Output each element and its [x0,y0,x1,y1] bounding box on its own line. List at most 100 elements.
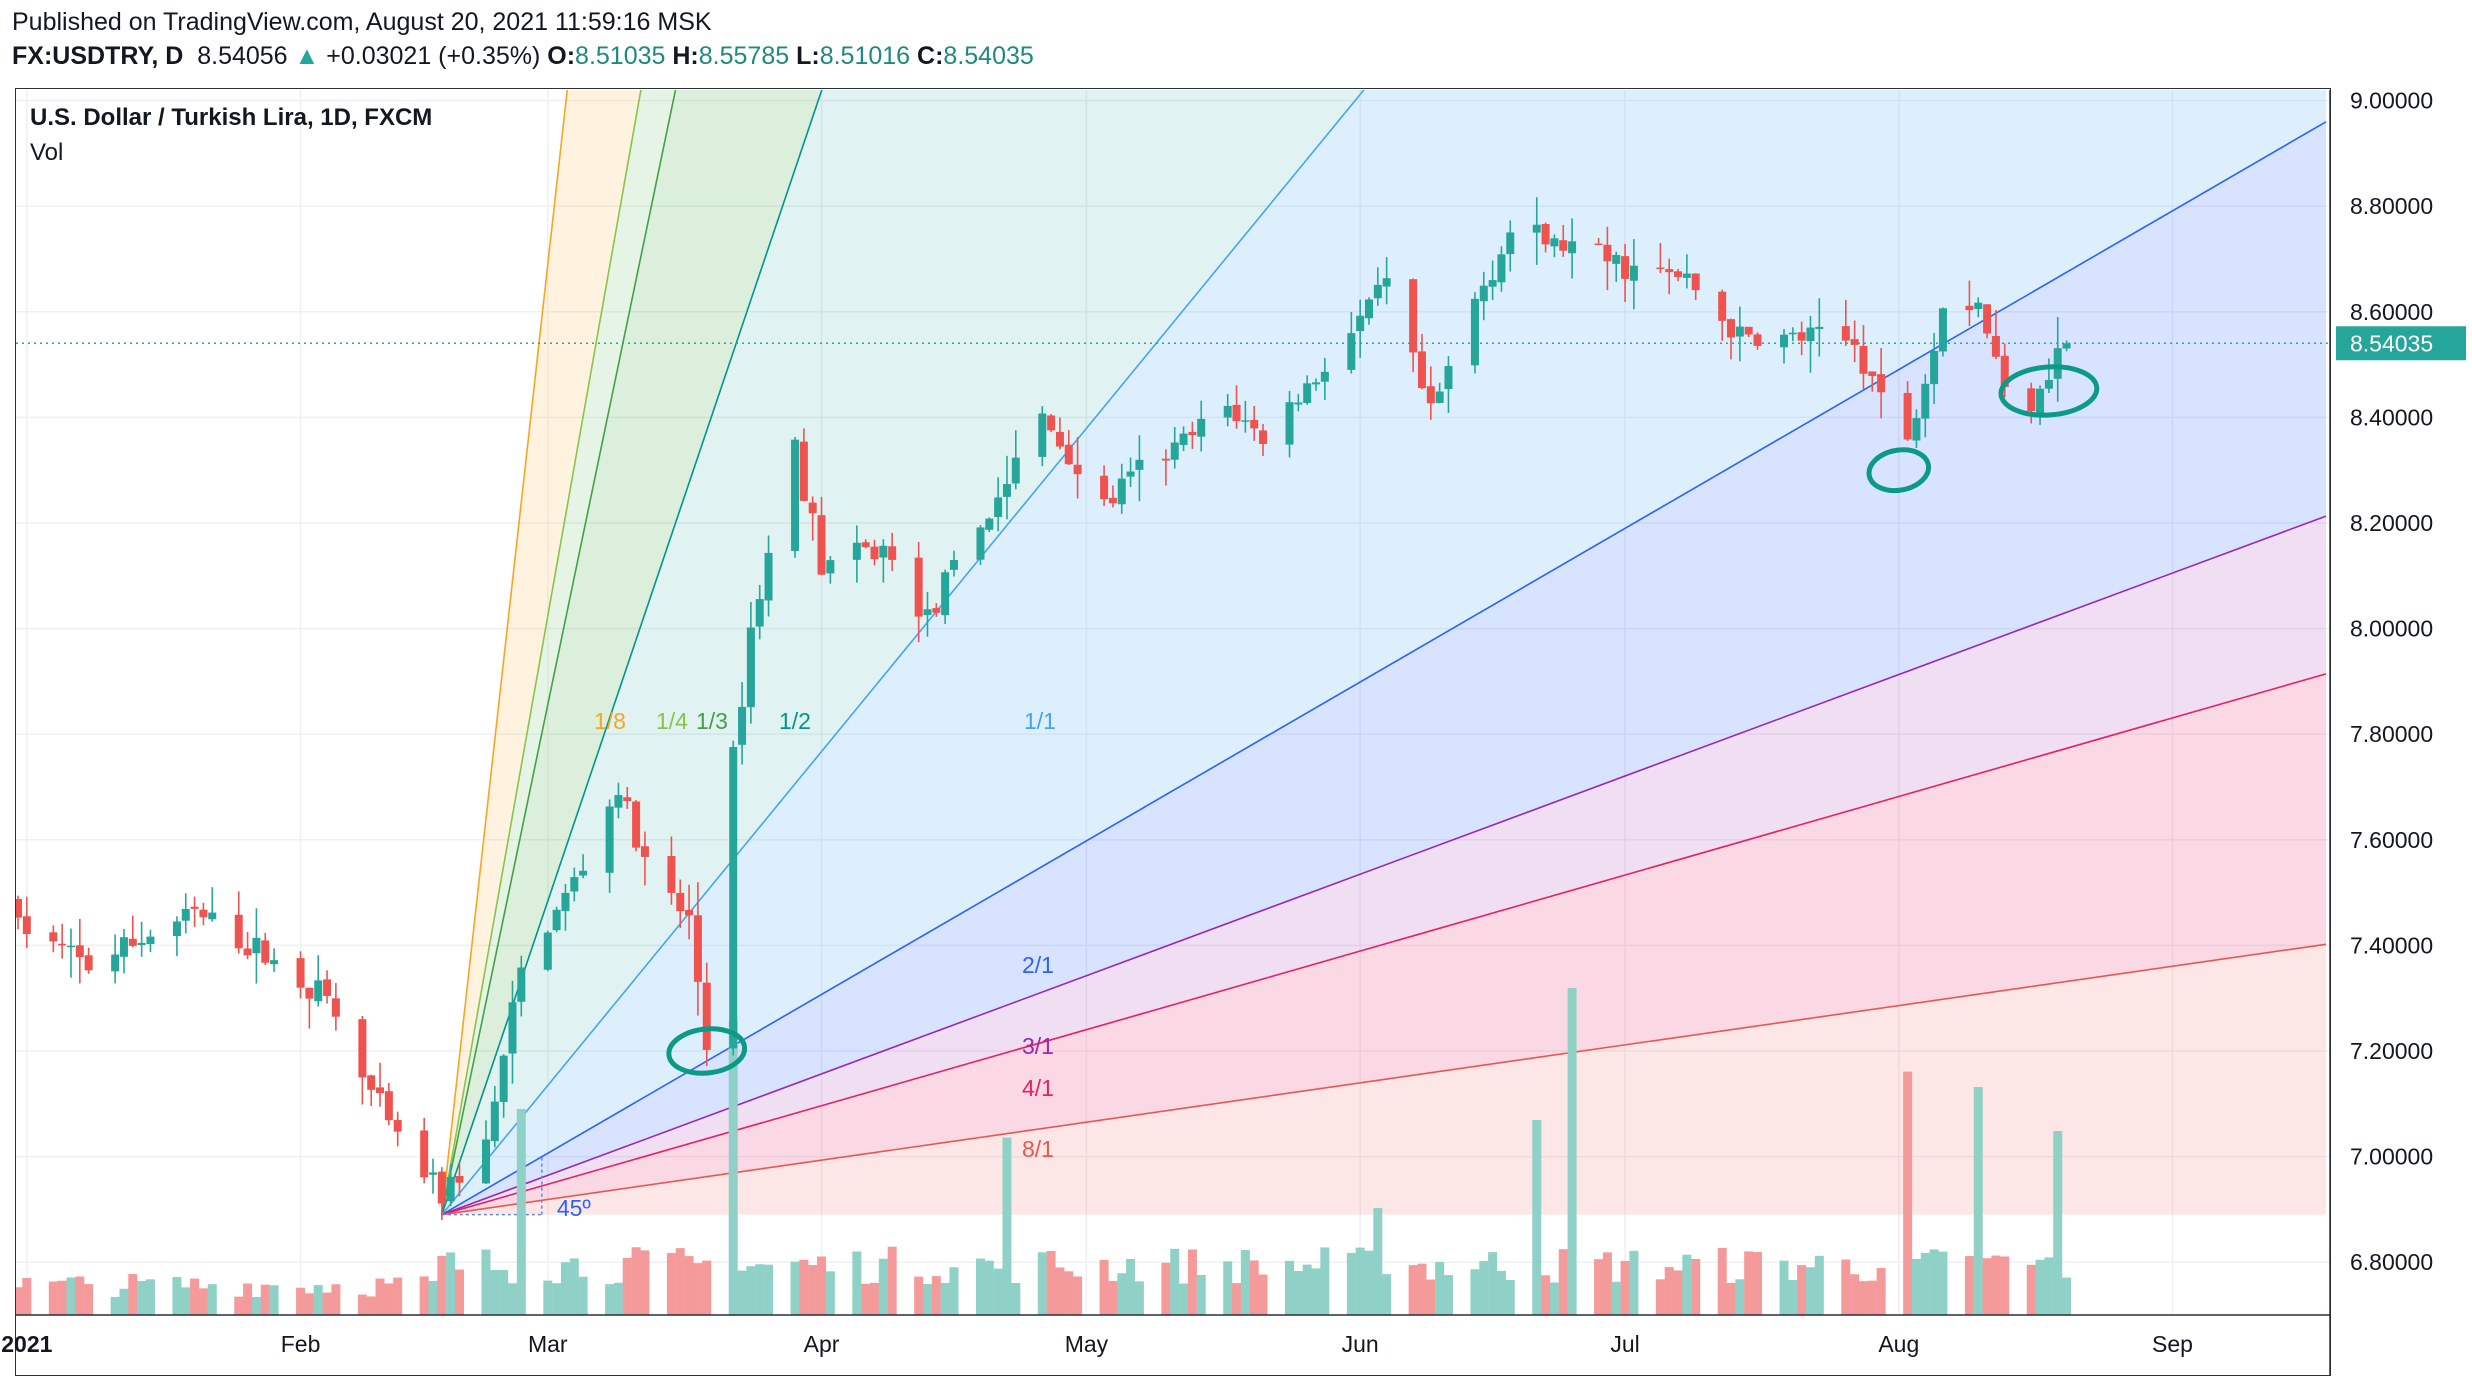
candle [1612,254,1621,264]
volume-bar [366,1296,376,1315]
volume-bar [1002,1137,1012,1315]
candle [111,954,120,972]
volume-bar [1011,1282,1021,1315]
gann-line [441,673,2327,1216]
candle [1541,224,1550,245]
volume-bar [1408,1265,1418,1315]
volume-bar [84,1284,94,1315]
gann-line [441,943,2327,1216]
candle [234,914,243,949]
volume-bar [552,1283,562,1315]
volume-bar [499,1270,509,1315]
candle [1859,345,1868,374]
volume-bar [1161,1262,1171,1315]
candle [66,945,75,948]
candle [58,943,67,946]
candle [137,942,146,946]
last-price-label [2336,326,2466,361]
candle [146,936,155,945]
candle [331,998,340,1017]
volume-bar [1311,1268,1321,1315]
candle [1629,265,1638,281]
candle [1550,238,1559,247]
volume-bar [1302,1264,1312,1315]
volume-bar [128,1273,138,1315]
volume-bar [914,1276,924,1315]
candle [561,892,570,912]
volume-legend[interactable]: Vol [30,139,64,166]
volume-bar [1258,1274,1268,1315]
volume-bar [1629,1250,1639,1315]
candle [2027,388,2036,412]
candle [1991,335,2000,357]
volume-bar [66,1277,76,1315]
candle [367,1075,376,1090]
candle [393,1119,402,1132]
candle [1170,442,1179,460]
candle [243,948,252,956]
candle [552,909,561,931]
volume-bar [331,1284,341,1315]
candle [1841,326,1850,341]
candle [1108,497,1117,504]
candle [949,560,958,570]
volume-bar [1435,1262,1445,1315]
volume-bar [1549,1282,1559,1315]
volume-bar [16,1287,23,1315]
volume-bar [1064,1271,1074,1315]
volume-bar [693,1263,703,1315]
plot-area [16,90,2327,1315]
last-price: 8.54056 [197,42,288,70]
candle [923,609,932,616]
candle [1691,273,1700,291]
candle [1921,383,1930,419]
candle [1197,418,1206,437]
candle [49,932,58,942]
candle [1797,332,1806,341]
candle [1983,304,1992,334]
gann-label: 4/1 [1022,1075,1054,1101]
volume-bar [2053,1131,2063,1315]
candle [261,940,270,963]
candle [1470,298,1479,366]
volume-bar [817,1256,827,1315]
candle [1002,483,1011,497]
candle [481,1139,490,1184]
volume-bar [2035,1259,2045,1315]
gann-45-label: 45º [556,1194,591,1221]
gann-label: 1/3 [696,708,728,734]
chart-legend-title[interactable]: U.S. Dollar / Turkish Lira, 1D, FXCM [30,104,433,131]
time-tick-label: Feb [281,1331,321,1357]
volume-bar [1364,1250,1374,1315]
candle [1665,269,1674,273]
volume-bar [57,1280,67,1315]
candle [1064,444,1073,465]
gann-label: 1/8 [594,708,626,734]
candle [1117,478,1126,505]
candle [455,1176,464,1183]
volume-bar [2044,1257,2054,1315]
annotation-ellipse [666,1026,748,1076]
candle [914,557,923,617]
candle [517,967,526,1002]
candle [508,1002,517,1054]
candle [1497,254,1506,283]
close-value: 8.54035 [943,42,1034,70]
volume-bar [172,1277,182,1315]
gann-line [441,90,1365,1216]
volume-bar [560,1262,570,1315]
volume-bar [481,1249,491,1315]
candle [1382,278,1391,287]
candle [1877,374,1886,393]
candle [384,1091,393,1121]
candle [888,546,897,560]
candle [605,806,614,873]
volume-bar [1073,1276,1083,1315]
gann-label: 3/1 [1022,1033,1054,1059]
candle [1974,302,1983,310]
candle [119,937,128,957]
volume-bar [861,1283,871,1315]
candle [1312,382,1321,385]
candle [826,560,835,574]
